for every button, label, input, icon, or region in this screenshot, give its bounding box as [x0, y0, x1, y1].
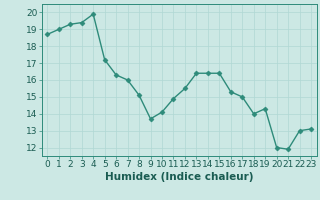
X-axis label: Humidex (Indice chaleur): Humidex (Indice chaleur)	[105, 172, 253, 182]
